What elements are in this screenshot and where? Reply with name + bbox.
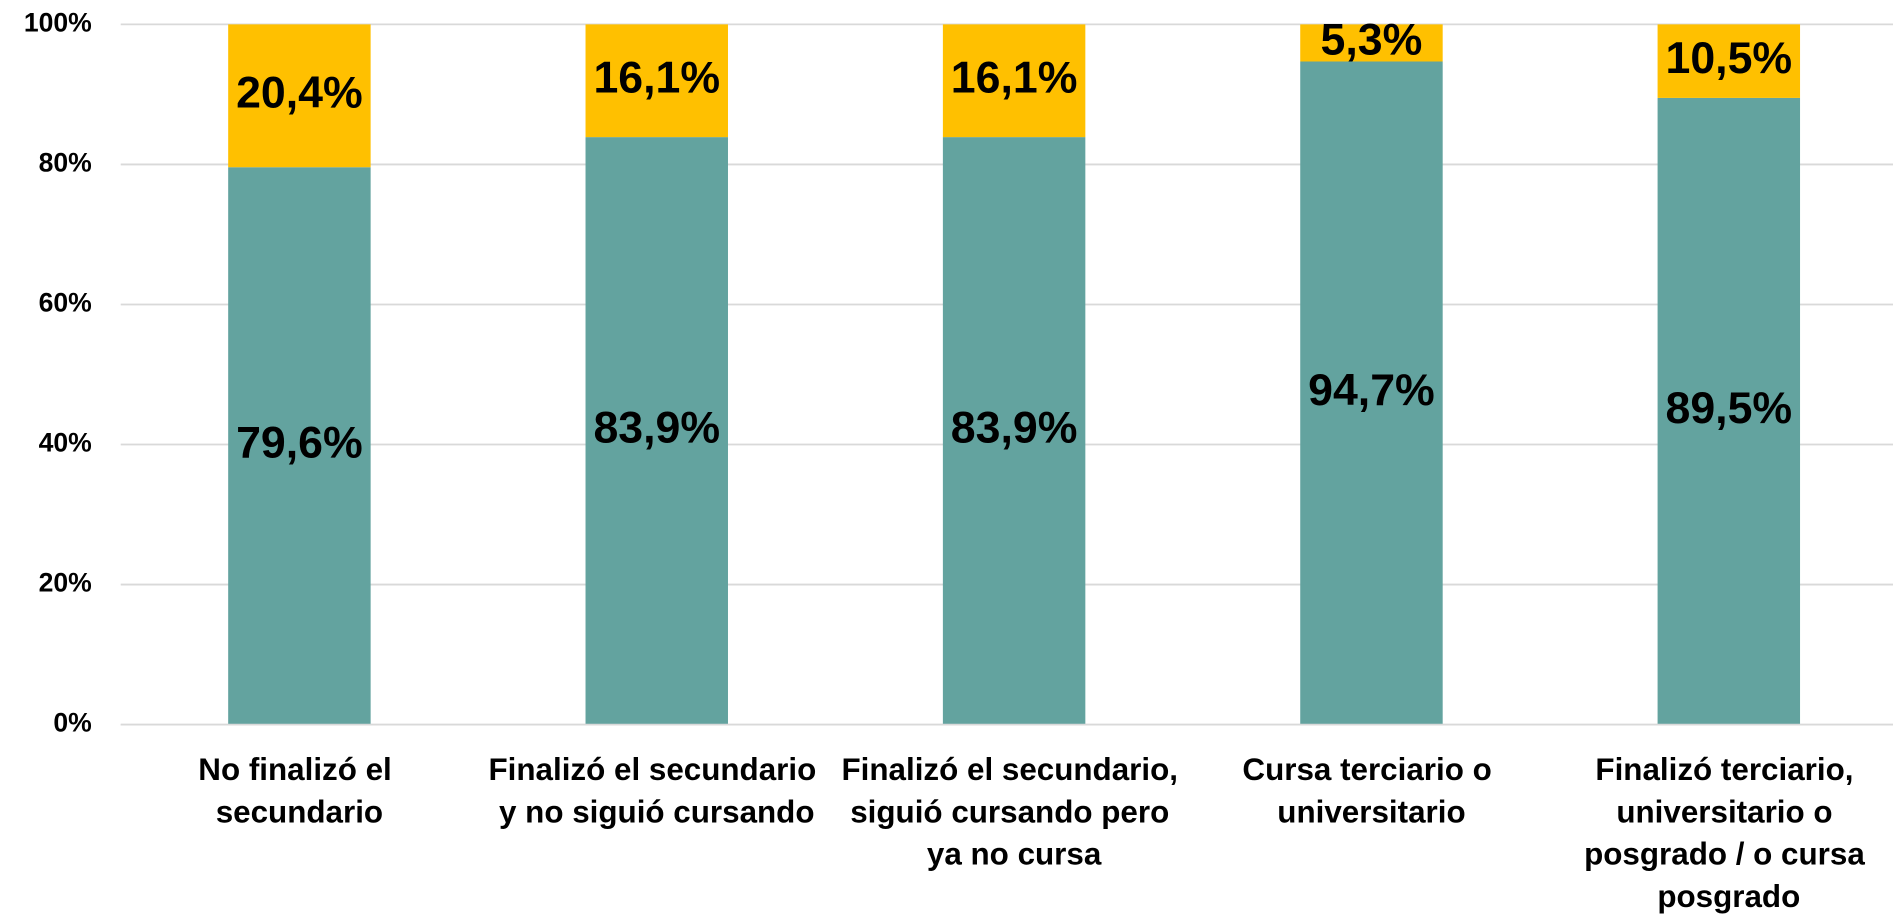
bar-segment (585, 137, 728, 725)
y-tick-label: 0% (53, 708, 91, 738)
bar-segment (1300, 24, 1443, 62)
data-label: 79,6% (236, 419, 363, 468)
data-label: 16,1% (951, 54, 1078, 103)
bar-segment (228, 24, 371, 168)
y-tick-label: 100% (24, 7, 92, 37)
x-tick-label: Finalizó el secundario y no siguió cursa… (489, 752, 825, 829)
bar-segment (585, 24, 728, 138)
x-tick-label: Finalizó terciario, universitario o posg… (1584, 752, 1873, 914)
data-label: 10,5% (1665, 34, 1792, 83)
data-label: 20,4% (236, 69, 363, 118)
x-tick-label: Cursa terciario o universitario (1242, 752, 1500, 829)
y-tick-label: 80% (39, 147, 92, 177)
data-label: 94,7% (1308, 366, 1435, 415)
data-label: 16,1% (593, 54, 720, 103)
data-label: 83,9% (951, 404, 1078, 453)
y-tick-label: 40% (39, 428, 92, 458)
bar-segment (1657, 97, 1801, 725)
x-tick-label: No finalizó el secundario (198, 752, 400, 829)
bar-segment (228, 167, 371, 725)
y-tick-label: 60% (39, 287, 92, 317)
data-label: 5,3% (1321, 16, 1423, 65)
bar-segment (942, 24, 1086, 138)
bar-segment (942, 137, 1086, 725)
bar-segment (1657, 24, 1801, 98)
bar-segment (1300, 61, 1443, 725)
y-tick-label: 20% (39, 568, 92, 598)
x-tick-label: Finalizó el secundario, siguió cursando … (842, 752, 1187, 872)
data-label: 89,5% (1665, 384, 1792, 433)
data-label: 83,9% (593, 404, 720, 453)
